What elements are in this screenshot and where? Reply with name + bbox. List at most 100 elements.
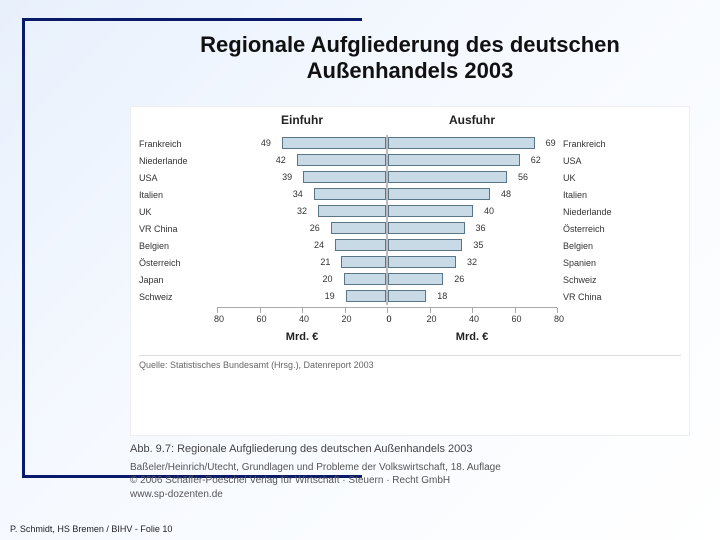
left-bar-value: 32 bbox=[297, 206, 307, 216]
right-bar: 69 bbox=[388, 137, 535, 149]
left-country-label: Niederlande bbox=[139, 156, 217, 166]
right-country-label: Belgien bbox=[557, 241, 667, 251]
left-bar-value: 42 bbox=[276, 155, 286, 165]
left-bar-cell: 32 bbox=[217, 203, 387, 220]
left-bar-value: 39 bbox=[282, 172, 292, 182]
chart-row: Japan 20 26 Schweiz bbox=[139, 271, 681, 288]
chart-row: Schweiz 19 18 VR China bbox=[139, 288, 681, 305]
left-bar-cell: 20 bbox=[217, 271, 387, 288]
left-bar: 32 bbox=[318, 205, 386, 217]
axis-tick: 40 bbox=[472, 308, 473, 313]
left-bar: 39 bbox=[303, 171, 386, 183]
right-bar: 40 bbox=[388, 205, 473, 217]
chart-row: Italien3448Italien bbox=[139, 186, 681, 203]
left-bar-value: 19 bbox=[325, 291, 335, 301]
chart-container: Einfuhr Ausfuhr Frankreich4969Frankreich… bbox=[130, 106, 690, 436]
right-bar-value: 62 bbox=[531, 155, 541, 165]
left-bar-cell: 34 bbox=[217, 186, 387, 203]
caption-line3: www.sp-dozenten.de bbox=[130, 489, 223, 500]
right-bar-cell: 32 bbox=[387, 254, 557, 271]
right-country-label: Spanien bbox=[557, 258, 667, 268]
right-bar-cell: 18 bbox=[387, 288, 557, 305]
chart-row: USA3956UK bbox=[139, 169, 681, 186]
right-country-label: Niederlande bbox=[557, 207, 667, 217]
axis-tick-label: 20 bbox=[337, 314, 357, 324]
right-country-label: VR China bbox=[557, 292, 667, 302]
right-country-label: UK bbox=[557, 173, 667, 183]
left-bar-value: 24 bbox=[314, 240, 324, 250]
axis-tick-label: 80 bbox=[209, 314, 229, 324]
right-bar-cell: 56 bbox=[387, 169, 557, 186]
right-country-label: USA bbox=[557, 156, 667, 166]
axis-tick-label: 20 bbox=[422, 314, 442, 324]
right-country-label: Österreich bbox=[557, 224, 667, 234]
left-bar: 34 bbox=[314, 188, 386, 200]
right-bar-value: 18 bbox=[437, 291, 447, 301]
right-bar: 56 bbox=[388, 171, 507, 183]
right-bar-cell: 36 bbox=[387, 220, 557, 237]
right-bar-value: 35 bbox=[473, 240, 483, 250]
right-bar: 32 bbox=[388, 256, 456, 268]
left-bar-value: 20 bbox=[323, 274, 333, 284]
right-country-label: Frankreich bbox=[557, 139, 667, 149]
left-country-label: Japan bbox=[139, 275, 217, 285]
axis-tick: 80 bbox=[217, 308, 218, 313]
left-country-label: Schweiz bbox=[139, 292, 217, 302]
left-bar: 20 bbox=[344, 273, 387, 285]
right-bar-value: 56 bbox=[518, 172, 528, 182]
axis-tick: 60 bbox=[260, 308, 261, 313]
header-einfuhr: Einfuhr bbox=[217, 113, 387, 127]
left-country-label: VR China bbox=[139, 224, 217, 234]
chart-source: Quelle: Statistisches Bundesamt (Hrsg.),… bbox=[139, 355, 681, 370]
right-bar-value: 32 bbox=[467, 257, 477, 267]
right-bar-cell: 69 bbox=[387, 135, 557, 152]
left-country-label: UK bbox=[139, 207, 217, 217]
figure-caption: Abb. 9.7: Regionale Aufgliederung des de… bbox=[130, 442, 690, 501]
right-country-label: Schweiz bbox=[557, 275, 667, 285]
right-bar: 48 bbox=[388, 188, 490, 200]
caption-line2: © 2006 Schäffer-Poeschel Verlag für Wirt… bbox=[130, 475, 450, 486]
left-bar: 49 bbox=[282, 137, 386, 149]
right-bar-value: 26 bbox=[454, 274, 464, 284]
left-bar-cell: 24 bbox=[217, 237, 387, 254]
right-bar: 62 bbox=[388, 154, 520, 166]
left-bar-value: 49 bbox=[261, 138, 271, 148]
right-bar: 36 bbox=[388, 222, 465, 234]
right-bar-cell: 62 bbox=[387, 152, 557, 169]
left-bar-cell: 26 bbox=[217, 220, 387, 237]
axis-tick-label: 40 bbox=[464, 314, 484, 324]
axis-tick-label: 0 bbox=[379, 314, 399, 324]
chart-row: Frankreich4969Frankreich bbox=[139, 135, 681, 152]
axis-tick: 40 bbox=[302, 308, 303, 313]
axis-tick-label: 60 bbox=[252, 314, 272, 324]
left-bar: 24 bbox=[335, 239, 386, 251]
slide-footer: P. Schmidt, HS Bremen / BIHV - Folie 10 bbox=[10, 524, 172, 534]
right-bar: 18 bbox=[388, 290, 426, 302]
left-country-label: USA bbox=[139, 173, 217, 183]
axis-tick: 60 bbox=[515, 308, 516, 313]
caption-line1: Baßeler/Heinrich/Utecht, Grundlagen und … bbox=[130, 462, 501, 473]
left-bar-value: 34 bbox=[293, 189, 303, 199]
axis-tick: 80 bbox=[557, 308, 558, 313]
chart-row: Niederlande 42 62 USA bbox=[139, 152, 681, 169]
right-bar-value: 48 bbox=[501, 189, 511, 199]
left-country-label: Belgien bbox=[139, 241, 217, 251]
left-bar-cell: 42 bbox=[217, 152, 387, 169]
axis-tick: 20 bbox=[430, 308, 431, 313]
slide-title: Regionale Aufgliederung des deutschen Au… bbox=[130, 32, 690, 85]
right-bar-cell: 40 bbox=[387, 203, 557, 220]
header-ausfuhr: Ausfuhr bbox=[387, 113, 557, 127]
left-country-label: Frankreich bbox=[139, 139, 217, 149]
right-bar-value: 69 bbox=[546, 138, 556, 148]
chart-row: Belgien 24 35 Belgien bbox=[139, 237, 681, 254]
left-bar: 21 bbox=[341, 256, 386, 268]
left-bar-cell: 39 bbox=[217, 169, 387, 186]
axis-tick: 20 bbox=[345, 308, 346, 313]
chart-headers: Einfuhr Ausfuhr bbox=[139, 113, 681, 127]
left-bar-value: 26 bbox=[310, 223, 320, 233]
axis-tick-label: 40 bbox=[294, 314, 314, 324]
axis-tick: 0 bbox=[387, 308, 388, 313]
right-bar-value: 40 bbox=[484, 206, 494, 216]
axis-tick-label: 80 bbox=[549, 314, 569, 324]
chart-row: VR China 26 36 Österreich bbox=[139, 220, 681, 237]
